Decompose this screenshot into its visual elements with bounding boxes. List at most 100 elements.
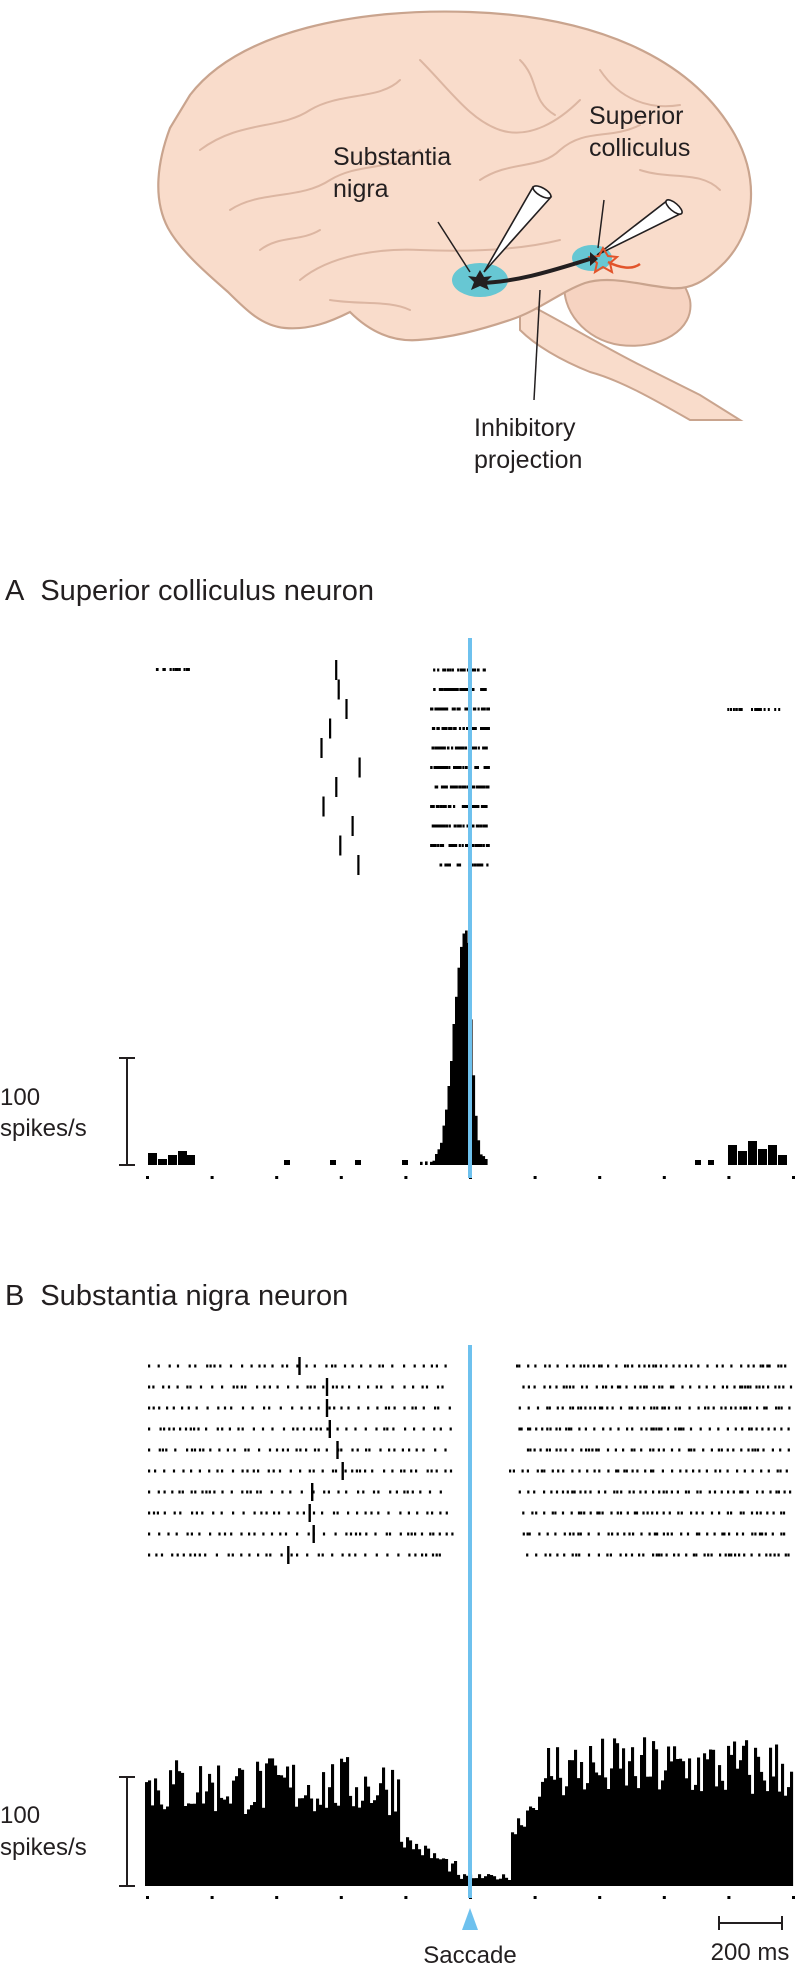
spike xyxy=(449,1427,452,1431)
spike xyxy=(434,707,437,711)
spike xyxy=(479,785,482,789)
spike xyxy=(518,1490,521,1494)
spike xyxy=(659,1364,662,1368)
histogram-bar xyxy=(181,1772,185,1886)
spike xyxy=(403,1364,406,1368)
time-tick xyxy=(339,1896,343,1899)
spike xyxy=(680,1427,683,1431)
spike xyxy=(471,688,474,691)
spike xyxy=(561,1511,565,1515)
histogram-bar xyxy=(355,1787,359,1886)
spike xyxy=(477,746,480,750)
spike xyxy=(370,1511,373,1515)
event-tick xyxy=(325,1378,329,1396)
spike xyxy=(287,1511,290,1515)
spike xyxy=(462,785,465,789)
spike xyxy=(241,1469,244,1473)
spike xyxy=(432,824,435,828)
spike xyxy=(476,844,479,847)
histogram-bar xyxy=(373,1800,377,1886)
histogram-bar xyxy=(544,1778,548,1886)
spike xyxy=(483,766,486,769)
spike xyxy=(548,1364,551,1368)
time-tick xyxy=(792,1176,795,1179)
histogram-bar xyxy=(250,1805,254,1886)
spike xyxy=(334,1469,338,1473)
histogram-bar xyxy=(655,1749,659,1886)
histogram-bar xyxy=(397,1779,401,1886)
spike xyxy=(758,1385,761,1389)
spike xyxy=(474,766,477,769)
panel-a-scale-value: 100 xyxy=(0,1084,40,1111)
histogram-bar xyxy=(430,1858,434,1886)
spike xyxy=(545,1448,548,1452)
spike xyxy=(364,1469,367,1473)
spike xyxy=(778,1385,781,1389)
spike xyxy=(715,1364,719,1368)
histogram-bar xyxy=(211,1782,215,1886)
spike xyxy=(472,688,475,691)
spike xyxy=(739,1490,742,1494)
spike xyxy=(317,1553,320,1557)
spike xyxy=(571,1448,574,1452)
panel-b-title: B Substantia nigra neuron xyxy=(5,1280,348,1312)
spike xyxy=(656,1532,659,1536)
spike xyxy=(461,785,464,789)
histogram-bar xyxy=(748,1141,757,1165)
spike xyxy=(454,746,458,750)
histogram-bar xyxy=(217,1765,221,1886)
spike xyxy=(777,1553,780,1557)
spike xyxy=(539,1448,542,1452)
spike xyxy=(466,727,469,730)
spike xyxy=(313,1364,316,1368)
spike xyxy=(655,1553,658,1557)
spike xyxy=(543,1511,546,1515)
spike xyxy=(597,1490,600,1494)
spike xyxy=(148,1427,151,1431)
spike xyxy=(533,1448,536,1452)
histogram-bar xyxy=(190,1803,194,1886)
spike xyxy=(391,1469,394,1473)
spike xyxy=(472,824,475,828)
histogram-bar xyxy=(455,996,458,1165)
time-tick xyxy=(727,1176,731,1179)
spike xyxy=(561,1490,565,1494)
spike xyxy=(312,1469,315,1473)
spike xyxy=(232,1385,235,1389)
spike xyxy=(771,1532,774,1536)
spike xyxy=(734,1406,737,1410)
spike xyxy=(378,1364,381,1368)
histogram-bar xyxy=(598,1775,602,1886)
spike xyxy=(176,1553,179,1557)
histogram-bar xyxy=(349,1795,353,1886)
histogram-bar xyxy=(505,1877,509,1886)
spike xyxy=(448,824,451,828)
spike xyxy=(171,1553,174,1557)
spike xyxy=(747,1364,750,1368)
spike xyxy=(268,1406,271,1410)
histogram-bar xyxy=(447,1086,451,1165)
spike xyxy=(263,1406,266,1410)
spike xyxy=(175,1532,178,1536)
spike xyxy=(593,1427,596,1431)
spike xyxy=(571,1469,574,1473)
spike xyxy=(568,1532,572,1536)
event-tick xyxy=(325,1399,329,1417)
spike xyxy=(208,1490,211,1494)
spike xyxy=(204,1553,207,1557)
histogram-bar xyxy=(391,1769,395,1886)
spike xyxy=(152,1406,155,1410)
spike xyxy=(534,1364,537,1368)
spike xyxy=(533,1385,536,1389)
event-tick xyxy=(341,1462,344,1480)
spike xyxy=(441,1385,444,1389)
spike xyxy=(670,1532,673,1536)
histogram-bar xyxy=(736,1768,740,1886)
spike xyxy=(509,1469,512,1473)
spike xyxy=(244,1385,247,1389)
spike xyxy=(755,1427,758,1431)
spike xyxy=(619,1511,623,1515)
nigra-neuron xyxy=(468,270,492,290)
spike xyxy=(354,1553,357,1557)
spike xyxy=(585,1385,588,1389)
